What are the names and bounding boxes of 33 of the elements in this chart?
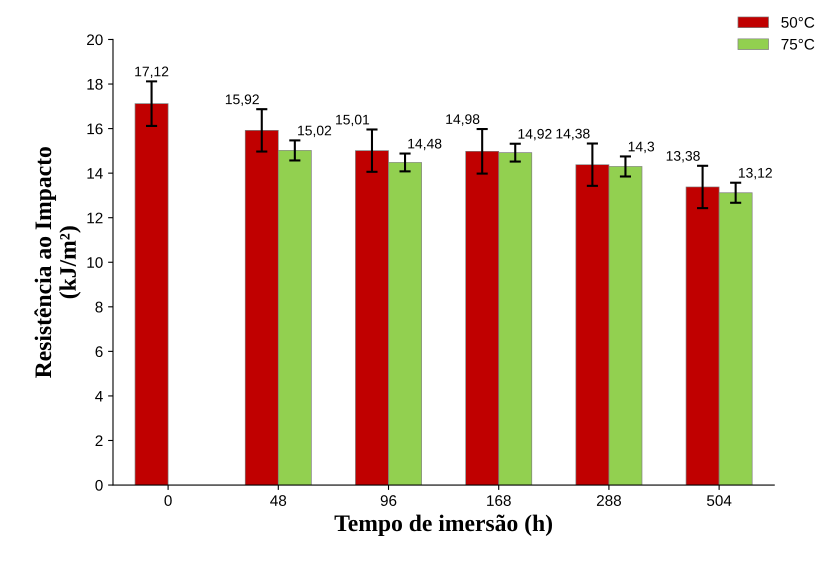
x-tick-label: 168 xyxy=(487,495,511,506)
x-tick-label: 96 xyxy=(380,495,396,506)
x-tick-label: 504 xyxy=(706,495,732,506)
y-tick-label: 14 xyxy=(87,168,103,179)
data-label: 15,92 xyxy=(226,94,259,106)
y-tick-label: 18 xyxy=(87,78,103,90)
data-label: 15,02 xyxy=(298,126,332,138)
legend-label: 75°C xyxy=(782,38,814,50)
x-tick-label: 288 xyxy=(596,495,621,506)
bar xyxy=(134,103,168,486)
y-axis-title: Resistência ao Impacto (kJ/m²) xyxy=(34,147,81,378)
y-tick-label: 20 xyxy=(87,34,103,46)
data-label: 14,98 xyxy=(446,114,480,126)
data-label: 13,38 xyxy=(666,150,700,162)
y-tick-label: 8 xyxy=(95,302,103,312)
y-tick-label: 10 xyxy=(87,257,103,268)
y-tick-label: 2 xyxy=(96,435,103,446)
x-tick-label: 48 xyxy=(270,495,286,506)
data-label: 15,01 xyxy=(336,114,370,126)
x-axis-title: Tempo de imersão (h) xyxy=(334,514,552,536)
legend-label: 50°C xyxy=(781,16,814,28)
y-tick-label: 4 xyxy=(95,390,103,402)
y-tick-label: 12 xyxy=(87,212,103,224)
y-tick-label: 0 xyxy=(95,480,103,491)
data-label: 13,12 xyxy=(738,168,772,180)
data-label: 14,92 xyxy=(518,128,552,140)
y-tick-label: 6 xyxy=(96,346,103,358)
data-label: 14,38 xyxy=(556,128,590,140)
data-label: 14,48 xyxy=(408,138,442,150)
data-label: 17,12 xyxy=(135,66,168,78)
data-label: 14,3 xyxy=(628,142,654,154)
y-tick-label: 16 xyxy=(87,123,103,134)
x-tick-label: 0 xyxy=(164,495,172,506)
